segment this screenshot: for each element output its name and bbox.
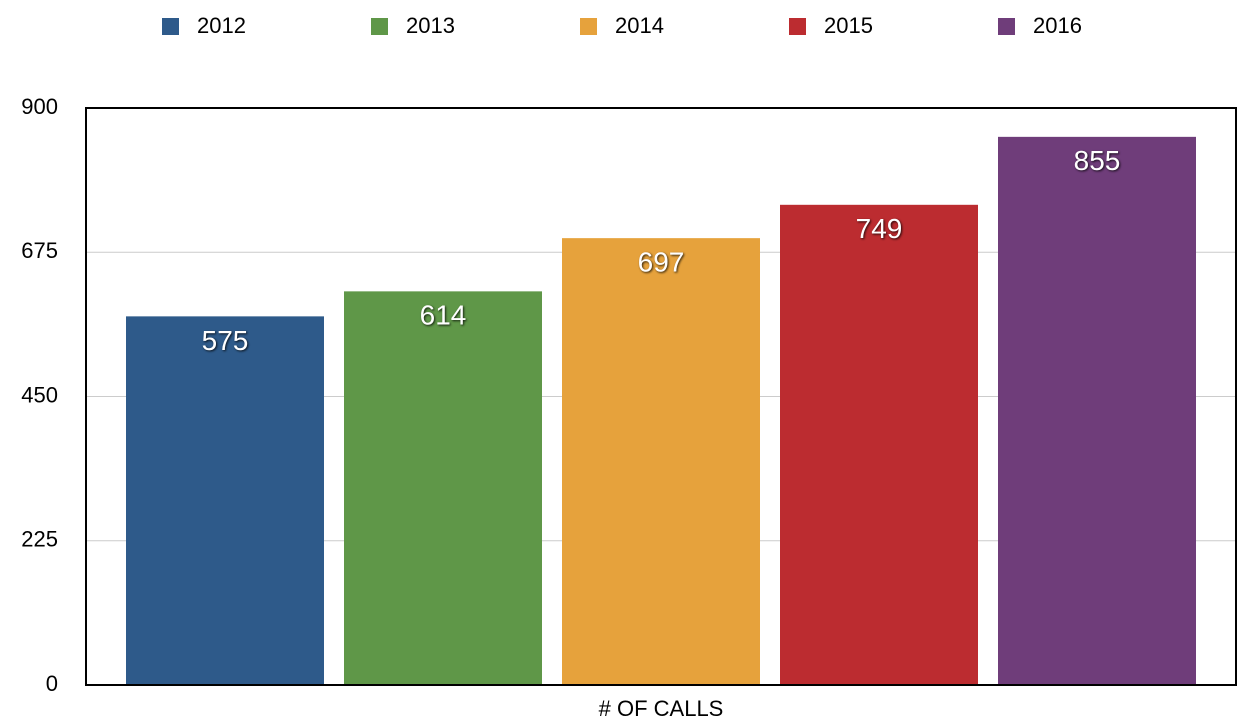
y-tick-label: 0 [46, 671, 58, 696]
legend-swatch [580, 18, 597, 35]
y-tick-label: 225 [21, 527, 58, 552]
bar [998, 136, 1196, 686]
y-tick-label: 675 [21, 238, 58, 263]
legend-label: 2013 [406, 13, 455, 38]
legend-swatch [998, 18, 1015, 35]
legend-label: 2012 [197, 13, 246, 38]
y-tick-label: 450 [21, 382, 58, 407]
legend-label: 2016 [1033, 13, 1082, 38]
data-label: 749 [856, 213, 903, 244]
bar [562, 238, 760, 685]
data-label: 575 [202, 325, 249, 356]
bar [344, 291, 542, 685]
legend-label: 2014 [615, 13, 664, 38]
y-tick-label: 900 [21, 94, 58, 119]
bar [780, 204, 978, 685]
x-tick-label: # OF CALLS [599, 696, 724, 721]
legend-swatch [162, 18, 179, 35]
legend-label: 2015 [824, 13, 873, 38]
legend-swatch [371, 18, 388, 35]
plot-border [85, 107, 1237, 686]
legend-swatch [789, 18, 806, 35]
data-label: 855 [1074, 145, 1121, 176]
data-label: 614 [420, 300, 467, 331]
bar [126, 316, 324, 685]
data-label: 697 [638, 247, 685, 278]
